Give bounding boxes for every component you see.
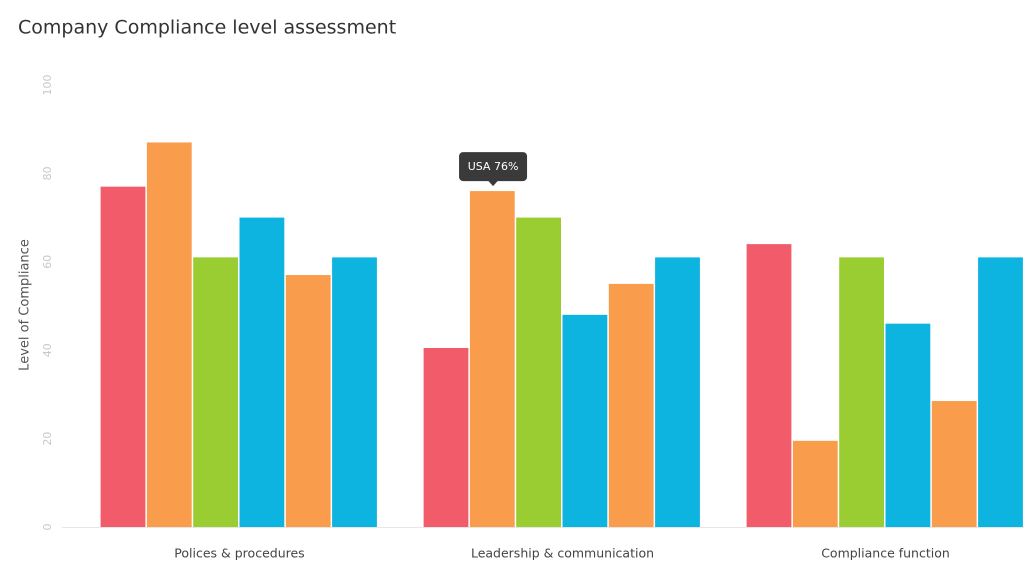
bar (516, 217, 561, 527)
y-tick-label: 60 (41, 255, 54, 269)
bar (146, 142, 192, 527)
bar (562, 314, 608, 527)
tooltip: USA 76% (459, 152, 528, 187)
y-tick-label: 0 (41, 524, 54, 531)
tooltip-text: USA 76% (468, 160, 519, 173)
x-tick-label: Compliance function (821, 546, 950, 561)
y-axis-title: Level of Compliance (18, 239, 33, 371)
bar (839, 257, 884, 527)
bar (100, 186, 146, 527)
bar (469, 191, 515, 527)
tooltip-box (459, 152, 528, 182)
bar (792, 440, 838, 527)
bar (239, 217, 285, 527)
bar (332, 257, 377, 527)
bar (423, 347, 469, 527)
bar (608, 283, 654, 527)
x-tick-label: Leadership & communication (471, 546, 654, 561)
chart-title: Company Compliance level assessment (18, 17, 396, 39)
bar (285, 275, 331, 527)
bar (655, 257, 700, 527)
bar (746, 244, 792, 527)
y-tick-label: 80 (41, 166, 54, 180)
y-tick-label: 40 (41, 343, 54, 357)
x-tick-label: Polices & procedures (174, 546, 304, 561)
bar (978, 257, 1023, 527)
bar (193, 257, 238, 527)
bar (931, 401, 977, 527)
y-tick-label: 100 (41, 75, 54, 96)
bar (885, 323, 931, 527)
tooltip-pointer (488, 180, 499, 187)
y-tick-label: 20 (41, 432, 54, 446)
